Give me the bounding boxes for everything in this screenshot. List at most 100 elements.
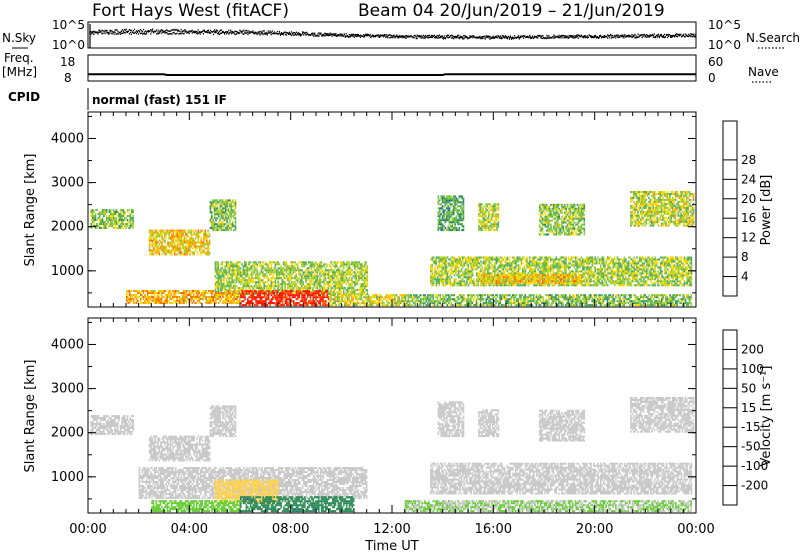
range-gate-cell [207, 242, 209, 244]
range-gate-cell [146, 290, 148, 292]
range-gate-cell [154, 296, 156, 298]
range-gate-cell [183, 302, 185, 304]
range-gate-cell [117, 215, 119, 217]
range-gate-cell [158, 298, 160, 300]
range-gate-cell [207, 230, 209, 232]
range-gate-cell [290, 275, 292, 277]
range-gate-cell [231, 275, 233, 277]
range-gate-cell [157, 249, 159, 251]
range-gate-cell [215, 217, 217, 219]
range-gate-cell [351, 291, 353, 293]
range-gate-cell [340, 273, 342, 275]
range-gate-cell [118, 227, 120, 229]
range-gate-cell [121, 223, 123, 225]
range-gate-cell [134, 296, 136, 298]
range-gate-cell [290, 294, 292, 296]
range-gate-cell [230, 263, 232, 265]
range-gate-cell [362, 265, 364, 267]
range-gate-cell [236, 281, 238, 283]
range-gate-cell [300, 279, 302, 281]
range-gate-cell [168, 236, 170, 238]
range-gate-cell [182, 244, 184, 246]
range-gate-cell [149, 236, 151, 238]
nsky-point [318, 32, 319, 33]
nsearch-point [296, 34, 297, 35]
range-gate-cell [376, 294, 378, 296]
nsearch-point [616, 35, 617, 36]
range-gate-cell [477, 278, 479, 280]
range-gate-cell [362, 275, 364, 277]
range-gate-cell [152, 244, 154, 246]
range-gate-cell [436, 261, 438, 263]
range-gate-cell [479, 276, 481, 278]
range-gate-cell [225, 290, 227, 292]
range-gate-cell [196, 234, 198, 236]
range-gate-cell [197, 290, 199, 292]
range-gate-cell [247, 300, 249, 302]
range-gate-cell [289, 269, 291, 271]
range-gate-cell [280, 277, 282, 279]
range-gate-cell [342, 277, 344, 279]
nsky-point [181, 29, 182, 30]
range-gate-cell [124, 219, 126, 221]
range-gate-cell [199, 236, 201, 238]
range-gate-cell [258, 261, 260, 263]
range-gate-cell [268, 285, 270, 287]
range-gate-cell [118, 225, 120, 227]
range-gate-cell [469, 262, 471, 264]
nsearch-point [361, 35, 362, 36]
nsearch-point [615, 37, 616, 38]
range-gate-cell [204, 290, 206, 292]
range-gate-cell [360, 283, 362, 285]
range-gate-cell [462, 272, 464, 274]
range-gate-cell [290, 265, 292, 267]
nsearch-point [160, 31, 161, 32]
range-gate-cell [285, 296, 287, 298]
range-gate-cell [177, 238, 179, 240]
range-gate-cell [337, 261, 339, 263]
nsearch-point [607, 37, 608, 38]
range-gate-cell [448, 262, 450, 264]
range-gate-cell [326, 290, 328, 292]
range-gate-cell [390, 300, 392, 302]
range-gate-cell [233, 229, 235, 231]
range-gate-cell [489, 266, 491, 268]
range-gate-cell [178, 238, 180, 240]
range-gate-cell [403, 296, 405, 298]
range-gate-cell [102, 213, 104, 215]
range-gate-cell [473, 278, 475, 280]
range-gate-cell [469, 278, 471, 280]
range-gate-cell [191, 242, 193, 244]
range-gate-cell [338, 300, 340, 302]
range-gate-cell [178, 290, 180, 292]
range-gate-cell [185, 230, 187, 232]
nsearch-point [173, 32, 174, 33]
range-gate-cell [109, 215, 111, 217]
range-gate-cell [240, 279, 242, 281]
nsky-point [507, 38, 508, 39]
range-gate-cell [283, 273, 285, 275]
range-gate-cell [329, 285, 331, 287]
range-gate-cell [318, 283, 320, 285]
range-gate-cell [337, 281, 339, 283]
range-gate-cell [98, 217, 100, 219]
range-gate-cell [231, 227, 233, 229]
range-gate-cell [285, 302, 287, 304]
range-gate-cell [160, 232, 162, 234]
range-gate-cell [305, 281, 307, 283]
range-gate-cell [475, 262, 477, 264]
range-gate-cell [188, 247, 190, 249]
range-gate-cell [342, 275, 344, 277]
range-gate-cell [164, 249, 166, 251]
range-gate-cell [223, 269, 225, 271]
range-gate-cell [308, 300, 310, 302]
range-gate-cell [251, 294, 253, 296]
range-gate-cell [100, 211, 102, 213]
range-gate-cell [308, 287, 310, 289]
range-gate-cell [287, 273, 289, 275]
nsearch-point [683, 34, 684, 35]
range-gate-cell [275, 277, 277, 279]
range-gate-cell [224, 277, 226, 279]
range-gate-cell [351, 298, 353, 300]
range-gate-cell [152, 232, 154, 234]
